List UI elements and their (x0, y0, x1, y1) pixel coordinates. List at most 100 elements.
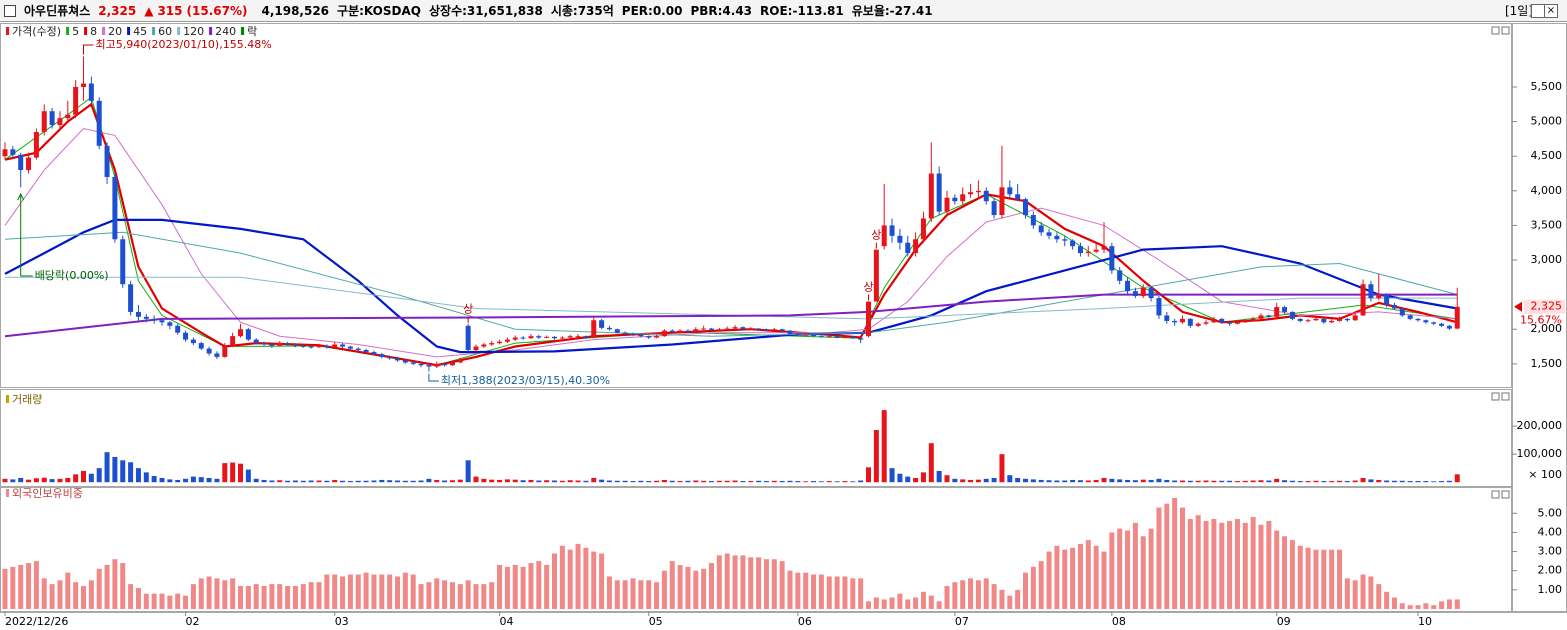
candle-body (245, 329, 251, 340)
volume-bar (811, 481, 817, 483)
candle-body (442, 363, 448, 366)
candle-body (873, 249, 879, 302)
x-tick-label: 07 (955, 615, 969, 628)
candle-body (426, 365, 432, 367)
panel-controls[interactable] (1491, 26, 1510, 499)
candle-body (183, 332, 189, 340)
volume-bar (1015, 477, 1021, 483)
candle-body (300, 345, 306, 347)
candle-body (795, 334, 801, 336)
legend-marker (102, 27, 106, 35)
x-tick-label: 10 (1418, 615, 1432, 628)
volume-bar (1109, 478, 1115, 483)
foreign-bar (1085, 540, 1091, 609)
foreign-bar (606, 576, 612, 609)
foreign-bar (324, 574, 330, 609)
foreign-bar (120, 563, 126, 609)
candle-body (128, 284, 134, 312)
candle-body (881, 225, 887, 247)
volume-bar (1164, 479, 1170, 483)
volume-bar (222, 463, 228, 483)
candle-body (1062, 239, 1068, 241)
foreign-bar (1187, 519, 1193, 609)
panel-button[interactable] (1501, 26, 1510, 35)
foreign-bar (143, 593, 149, 609)
volume-bar (1415, 481, 1421, 483)
foreign-bar (2, 568, 8, 609)
candle-body (1274, 307, 1280, 317)
candle-body (1242, 320, 1248, 323)
volume-bar (654, 480, 660, 483)
volume-bar (1352, 480, 1358, 483)
minimize[interactable] (1531, 4, 1545, 18)
foreign-bar (763, 559, 769, 609)
candle-body (1297, 318, 1303, 321)
candle-body (724, 328, 730, 330)
volume-bar (316, 480, 322, 483)
volume-bar (198, 477, 204, 483)
foreign-bar (41, 578, 47, 609)
foreign-bar (873, 597, 879, 609)
legend-label: 120 (183, 25, 204, 38)
volume-bar (49, 479, 55, 483)
volume-bar (128, 462, 134, 483)
volume-bar (442, 480, 448, 483)
limit-up-label: 상 (871, 229, 881, 242)
volume-bar (73, 474, 79, 483)
price: 2,325 (98, 3, 137, 18)
close[interactable]: × (1544, 4, 1558, 18)
panel-button[interactable] (1491, 490, 1500, 499)
candle-body (1195, 323, 1201, 326)
candle-body (473, 346, 479, 351)
volume-bar (214, 478, 220, 483)
y-tick-label: 5.00 (1538, 506, 1563, 519)
background (0, 23, 1567, 630)
foreign-bar (1156, 507, 1162, 609)
candle-body (756, 328, 762, 330)
volume-bar (308, 480, 314, 483)
foreign-bar (583, 547, 589, 609)
panel-button[interactable] (1501, 490, 1510, 499)
stock-name: 아우딘퓨쳐스 (24, 4, 91, 18)
candle-body (379, 354, 385, 357)
last-price-box (1524, 299, 1565, 314)
foreign-bar (591, 551, 597, 609)
checkbox[interactable] (4, 4, 16, 17)
header-field: 상장수:31,651,838 (428, 4, 543, 18)
volume-bar (1156, 478, 1162, 483)
foreign-bar (936, 601, 942, 609)
candle-body (1313, 318, 1319, 321)
panel-button[interactable] (1491, 26, 1500, 35)
candle-body (834, 336, 840, 338)
volume-bar (481, 478, 487, 483)
foreign-bar (1093, 545, 1099, 609)
candle-body (975, 190, 981, 193)
foreign-bar (277, 584, 283, 609)
foreign-bar (748, 557, 754, 609)
candle-body (575, 336, 581, 338)
foreign-bar (622, 580, 628, 609)
foreign-bar (1030, 566, 1036, 609)
foreign-bar (968, 578, 974, 609)
volume-bar (269, 480, 275, 483)
candle-body (803, 334, 809, 336)
foreign-bar (559, 545, 565, 609)
foreign-bar (1109, 532, 1115, 609)
panel-button[interactable] (1501, 392, 1510, 401)
ex-dividend-arrow (17, 192, 33, 277)
period[interactable]: [1일] (1504, 4, 1533, 18)
candle-body (1187, 318, 1193, 326)
volume-bar (1007, 475, 1013, 483)
foreign-bar (842, 576, 848, 609)
volume-bar (332, 479, 338, 483)
candle-body (347, 346, 353, 349)
foreign-bar (261, 586, 267, 609)
candle-body (740, 327, 746, 330)
foreign-bar (1337, 549, 1342, 609)
volume-bar (1077, 480, 1083, 483)
panel-button[interactable] (1491, 392, 1500, 401)
foreign-bar (520, 566, 526, 609)
foreign-bar (834, 576, 840, 609)
volume-bar (167, 479, 173, 483)
volume-bar (748, 481, 754, 483)
